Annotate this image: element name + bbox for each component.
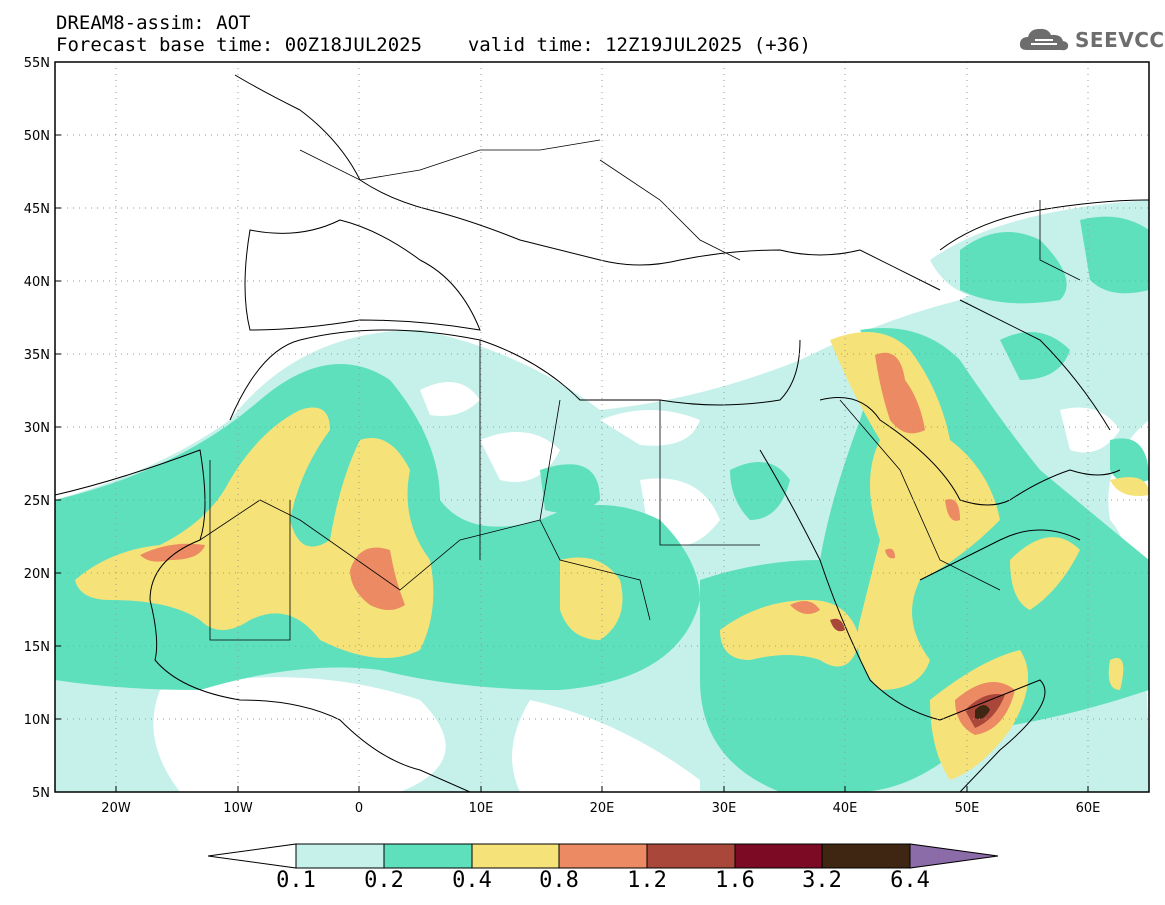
colorbar-bin-4 [558, 843, 648, 869]
lat-label: 45N [24, 202, 50, 217]
aot-band-0.4 [75, 332, 1149, 780]
legend-label: 0.2 [364, 868, 404, 893]
lat-label: 55N [24, 56, 50, 71]
cloud-icon [1019, 28, 1069, 51]
lon-label: 0 [355, 801, 363, 816]
lon-label: 60E [1076, 801, 1101, 816]
gridlines [55, 62, 1149, 792]
legend-label: 1.2 [627, 868, 667, 893]
lat-labels: 55N 50N 45N 40N 35N 30N 25N 20N 15N 10N … [24, 56, 50, 801]
aot-band-3.2 [975, 705, 990, 719]
legend-label: 1.6 [715, 868, 755, 893]
lat-label: 35N [24, 348, 50, 363]
colorbar-below [207, 843, 297, 869]
lat-label: 5N [32, 786, 50, 801]
aot-clear-areas [153, 382, 1120, 792]
chart-title: DREAM8-assim: AOT [56, 12, 251, 34]
colorbar-bin-7 [821, 843, 911, 869]
lat-label: 40N [24, 275, 50, 290]
legend-label: 0.1 [276, 868, 316, 893]
legend-label: 0.8 [539, 868, 579, 893]
legend-label: 6.4 [890, 868, 930, 893]
colorbar [207, 843, 999, 869]
axis-ticks [55, 61, 1089, 793]
lat-label: 30N [24, 421, 50, 436]
colorbar-bin-5 [646, 843, 736, 869]
lon-label: 50E [955, 801, 980, 816]
colorbar-bin-3 [471, 843, 560, 869]
coastlines [55, 74, 1149, 792]
legend-label: 0.4 [452, 868, 492, 893]
colorbar-bin-1 [295, 843, 385, 869]
lat-label: 10N [24, 713, 50, 728]
aot-contours [55, 74, 1149, 792]
lat-label: 25N [24, 494, 50, 509]
lon-label: 20E [590, 801, 615, 816]
lon-label: 40E [833, 801, 858, 816]
country-borders [199, 139, 1081, 641]
lon-label: 30E [712, 801, 737, 816]
colorbar-bin-6 [734, 843, 823, 869]
colorbar-above [909, 843, 999, 869]
colorbar-bin-2 [383, 843, 473, 869]
lat-label: 15N [24, 640, 50, 655]
lat-label: 20N [24, 567, 50, 582]
lon-label: 10E [469, 801, 494, 816]
logo-text: SEEVCCC [1075, 28, 1165, 52]
lat-label: 50N [24, 129, 50, 144]
lon-label: 10W [223, 801, 253, 816]
valid-time: valid time: 12Z19JUL2025 (+36) [467, 34, 811, 56]
legend-label: 3.2 [802, 868, 842, 893]
lon-label: 20W [101, 801, 131, 816]
forecast-base-time: Forecast base time: 00Z18JUL2025 [56, 34, 423, 56]
time-info: Forecast base time: 00Z18JUL2025 valid t… [56, 34, 811, 56]
lon-labels: 20W 10W 0 10E 20E 30E 40E 50E 60E [101, 801, 1100, 816]
seevccc-logo: SEEVCCC [1017, 24, 1165, 56]
